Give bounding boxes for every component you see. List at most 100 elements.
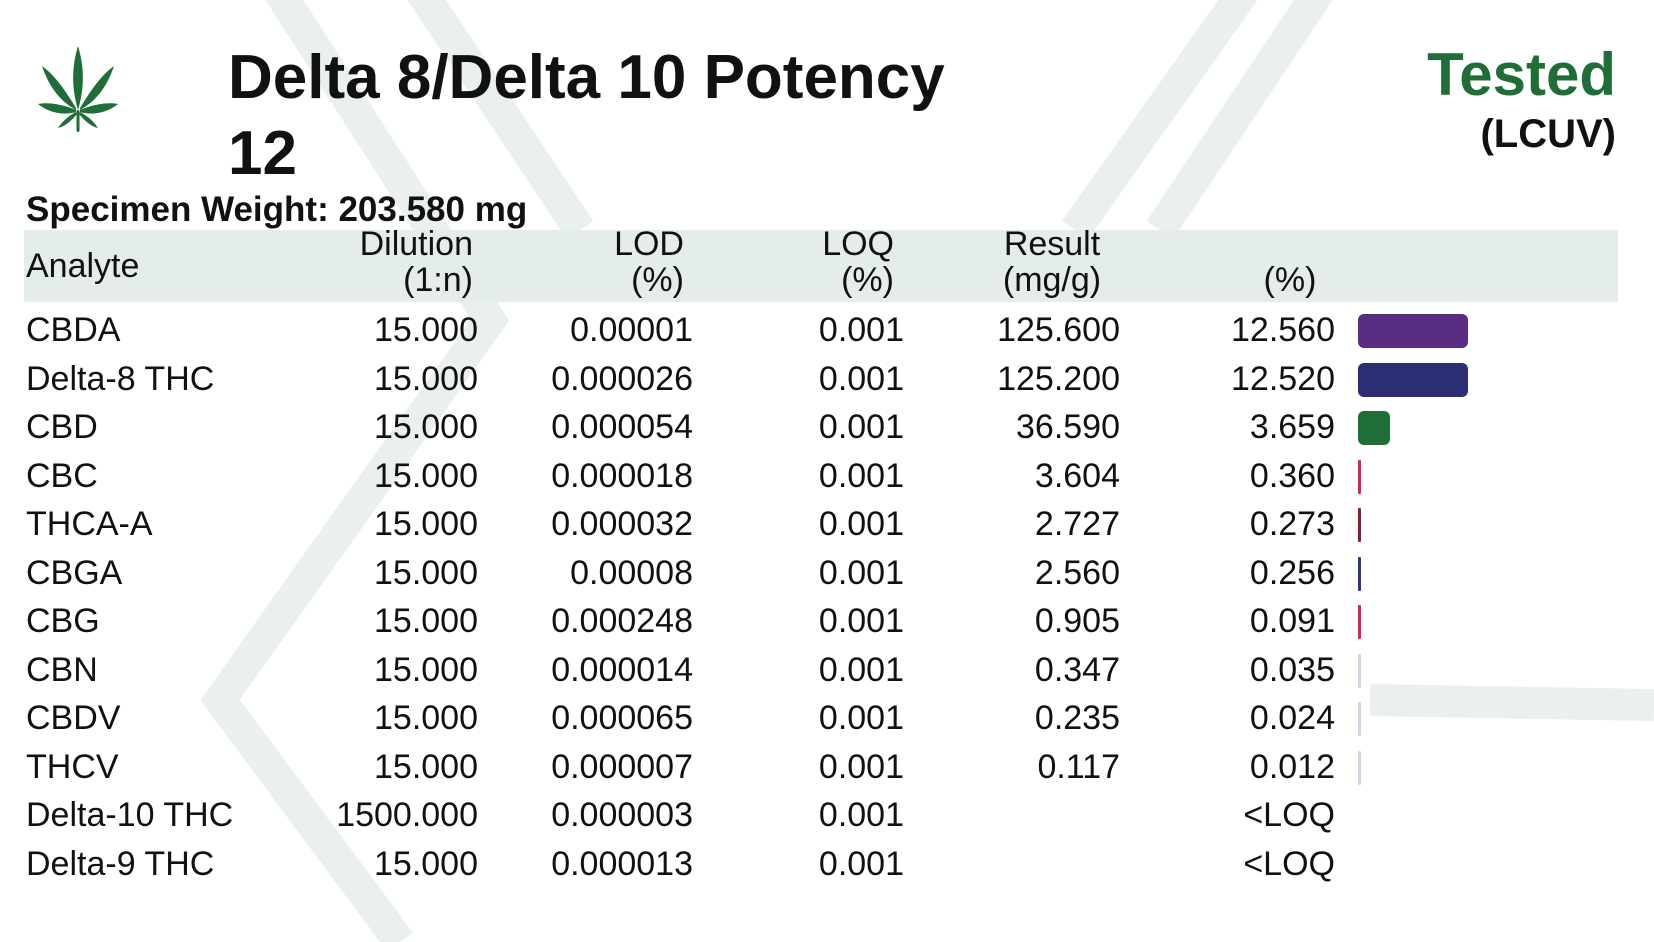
cell-percent: 0.256 xyxy=(1249,553,1335,592)
cell-result: 3.604 xyxy=(1034,456,1120,495)
cannabis-leaf-icon xyxy=(38,46,118,132)
specimen-weight: Specimen Weight: 203.580 mg xyxy=(26,190,528,229)
cell-loq: 0.001 xyxy=(818,844,904,883)
column-header-dilution-line2: (1:n) xyxy=(403,261,473,299)
cell-result: 2.560 xyxy=(1034,553,1120,592)
cell-result: 125.200 xyxy=(997,359,1120,398)
column-header-result-line2: (mg/g) xyxy=(1002,261,1102,299)
cell-loq: 0.001 xyxy=(818,796,904,834)
table-header-band xyxy=(24,230,1618,302)
percent-bar xyxy=(1358,653,1361,688)
cell-lod: 0.000248 xyxy=(551,602,693,640)
table-row: CBDV 15.000 0.000065 0.001 0.235 0.024 xyxy=(0,694,1654,742)
cell-analyte: THCV xyxy=(26,747,119,786)
cell-analyte: CBN xyxy=(26,650,98,689)
percent-bar xyxy=(1358,556,1361,591)
cell-lod: 0.000032 xyxy=(551,505,693,543)
title-text: Delta 8/Delta 10 Potency xyxy=(228,43,945,112)
cell-analyte: CBDV xyxy=(26,699,121,737)
cell-percent: 0.360 xyxy=(1249,456,1335,495)
cell-dilution: 15.000 xyxy=(374,505,478,543)
cell-result: 0.235 xyxy=(1034,699,1120,737)
test-status-block: Tested (LCUV) xyxy=(1427,40,1616,158)
cell-lod: 0.000003 xyxy=(551,796,693,834)
column-header-analyte: Analyte xyxy=(26,247,140,285)
cell-loq: 0.001 xyxy=(818,505,904,543)
percent-bar xyxy=(1358,314,1468,348)
cell-dilution: 15.000 xyxy=(374,699,478,737)
cell-dilution: 15.000 xyxy=(374,311,478,349)
cell-loq: 0.001 xyxy=(818,699,904,737)
table-row: CBG 15.000 0.000248 0.001 0.905 0.091 xyxy=(0,597,1654,645)
page-title: Delta 8/Delta 10 Potency 12 xyxy=(228,40,945,192)
cell-lod: 0.000018 xyxy=(551,456,693,495)
cell-dilution: 15.000 xyxy=(374,747,478,786)
cell-result: 0.347 xyxy=(1034,650,1120,689)
cell-analyte: Delta-8 THC xyxy=(26,359,215,398)
cell-percent: 0.012 xyxy=(1249,747,1335,786)
cell-loq: 0.001 xyxy=(818,747,904,786)
cell-percent: <LOQ xyxy=(1243,844,1335,883)
cell-loq: 0.001 xyxy=(818,311,904,349)
cell-result: 36.590 xyxy=(1016,408,1120,446)
table-row: Delta-9 THC 15.000 0.000013 0.001 <LOQ xyxy=(0,840,1654,888)
method-label: (LCUV) xyxy=(1480,112,1616,156)
cell-result: 0.117 xyxy=(1037,747,1120,786)
cell-loq: 0.001 xyxy=(818,553,904,592)
percent-bar xyxy=(1358,411,1391,445)
table-row: Delta-8 THC 15.000 0.000026 0.001 125.200 12.… xyxy=(0,355,1654,403)
cell-analyte: CBGA xyxy=(26,553,123,592)
status-label: Tested xyxy=(1427,41,1616,108)
table-row: CBD 15.000 0.000054 0.001 36.590 3.659 xyxy=(0,403,1654,451)
column-header-dilution: Dilution (1:n) xyxy=(318,226,473,298)
column-header-result-line1: Result xyxy=(1003,225,1101,263)
cell-lod: 0.000065 xyxy=(551,699,693,737)
cell-percent: 0.024 xyxy=(1249,699,1335,737)
cell-lod: 0.000007 xyxy=(551,747,693,786)
cell-dilution: 15.000 xyxy=(374,359,478,398)
cell-result: 125.600 xyxy=(997,311,1120,349)
table-row: THCV 15.000 0.000007 0.001 0.117 0.012 xyxy=(0,743,1654,791)
cell-analyte: Delta-10 THC xyxy=(26,796,234,834)
cell-dilution: 15.000 xyxy=(374,553,478,592)
cell-analyte: CBC xyxy=(26,456,98,495)
cell-loq: 0.001 xyxy=(818,408,904,446)
percent-bar xyxy=(1358,362,1468,397)
column-header-dilution-line1: Dilution xyxy=(359,225,473,263)
column-header-loq-line2: (%) xyxy=(841,261,894,299)
cell-lod: 0.00001 xyxy=(570,311,693,349)
cell-lod: 0.00008 xyxy=(570,553,693,592)
cell-loq: 0.001 xyxy=(818,602,904,640)
cell-percent: 12.560 xyxy=(1231,311,1335,349)
column-header-lod-line1: LOD xyxy=(614,225,684,263)
cell-percent: 0.035 xyxy=(1249,650,1335,689)
cell-percent: 3.659 xyxy=(1249,408,1335,446)
cell-lod: 0.000054 xyxy=(551,408,693,446)
column-header-result: Result (mg/g) xyxy=(962,226,1142,298)
cell-analyte: THCA-A xyxy=(26,505,153,543)
cell-lod: 0.000014 xyxy=(551,650,693,689)
cell-analyte: CBG xyxy=(26,602,100,640)
percent-bar xyxy=(1358,605,1361,639)
cell-analyte: Delta-9 THC xyxy=(26,844,215,883)
cell-loq: 0.001 xyxy=(818,456,904,495)
sample-number: 12 xyxy=(228,119,297,188)
cell-result: 0.905 xyxy=(1034,602,1120,640)
cell-percent: 0.091 xyxy=(1249,602,1335,640)
percent-bar xyxy=(1358,750,1361,785)
table-row: CBDA 15.000 0.00001 0.001 125.600 12.560 xyxy=(0,306,1654,354)
cell-dilution: 15.000 xyxy=(374,844,478,883)
cell-dilution: 15.000 xyxy=(374,408,478,446)
percent-bar xyxy=(1358,508,1361,542)
table-row: CBGA 15.000 0.00008 0.001 2.560 0.256 xyxy=(0,549,1654,597)
cell-dilution: 15.000 xyxy=(374,650,478,689)
cell-dilution: 15.000 xyxy=(374,602,478,640)
percent-bar xyxy=(1358,702,1361,736)
cell-analyte: CBDA xyxy=(26,311,121,349)
cell-result: 2.727 xyxy=(1034,505,1120,543)
cell-loq: 0.001 xyxy=(818,359,904,398)
table-row: CBC 15.000 0.000018 0.001 3.604 0.360 xyxy=(0,452,1654,500)
cell-percent: 12.520 xyxy=(1231,359,1335,398)
cell-lod: 0.000013 xyxy=(551,844,693,883)
